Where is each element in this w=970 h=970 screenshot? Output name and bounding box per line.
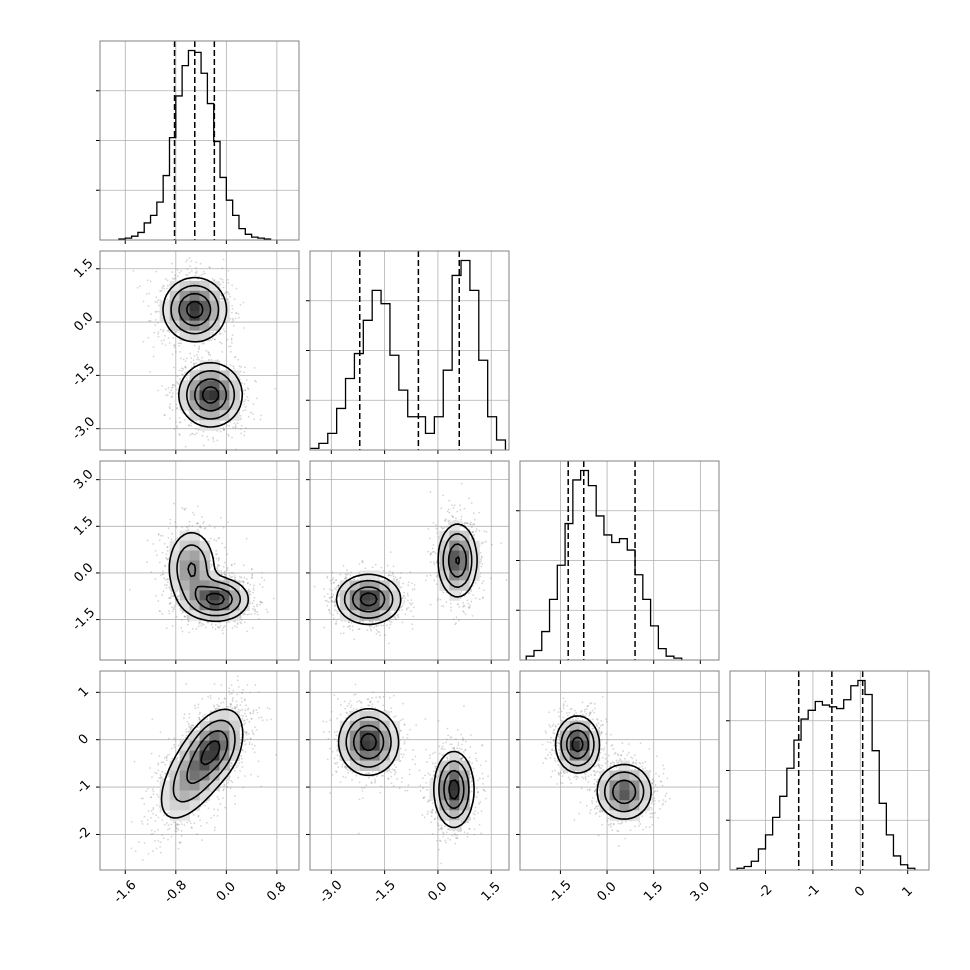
x-tick-label: 1.5 <box>479 879 504 904</box>
panel-frame <box>519 460 720 661</box>
x-tick-label: -0.8 <box>162 878 191 907</box>
panel-frame <box>309 670 510 871</box>
panel-3-0: -2 -1 0 1 -1.6 -0.8 0.0 0.8 <box>74 670 300 907</box>
panel-frame <box>99 40 300 241</box>
y-tick-label: -1 <box>74 777 94 797</box>
panel-1-1 <box>306 250 510 454</box>
panel-frame <box>309 460 510 661</box>
contour-level-3 <box>186 300 220 404</box>
x-tick-label: 3.0 <box>688 879 713 904</box>
panel-frame <box>729 670 930 871</box>
x-tick-label: 0.0 <box>594 879 619 904</box>
contour-level-3 <box>205 592 225 606</box>
x-tick-label: 0.0 <box>425 879 450 904</box>
histogram-2 <box>525 469 683 660</box>
panel-2-2 <box>516 460 720 664</box>
panel-1-0: -3.0 -1.5 0.0 1.5 <box>70 250 300 454</box>
contour-level-1 <box>560 722 645 813</box>
panel-2-0: -1.5 0.0 1.5 3.0 <box>70 460 300 664</box>
contour-level-2 <box>565 729 637 805</box>
density-fill <box>159 710 240 821</box>
y-tick-label: 1.5 <box>71 256 96 281</box>
x-tick-label: -1.6 <box>111 878 140 907</box>
y-tick-label: -2 <box>74 825 94 845</box>
contour-level-1 <box>176 544 242 617</box>
y-tick-label: 0.0 <box>71 309 96 334</box>
x-tick-label: -1.5 <box>546 878 575 907</box>
contour-level-1 <box>345 716 470 819</box>
x-tick-label: -1 <box>803 882 823 902</box>
contour-level-3 <box>359 556 460 607</box>
contour-level-1 <box>170 284 236 420</box>
contour-level-1 <box>172 719 236 803</box>
contour-level-2 <box>352 724 465 809</box>
x-tick-label: 0.0 <box>214 879 239 904</box>
contour-level-0 <box>337 708 475 829</box>
x-tick-label: -1.5 <box>370 878 399 907</box>
y-tick-label: -1.5 <box>70 605 99 634</box>
x-tick-label: 0.8 <box>264 879 289 904</box>
contour-level-0 <box>160 708 244 819</box>
contour-level-3 <box>200 740 221 766</box>
contour-level-1 <box>343 533 473 619</box>
x-tick-label: -2 <box>756 882 776 902</box>
y-tick-label: -3.0 <box>70 414 99 443</box>
contour-level-2 <box>178 292 228 412</box>
x-tick-label: 0 <box>852 884 868 900</box>
panel-3-2: -1.5 0.0 1.5 3.0 <box>516 670 720 907</box>
x-tick-label: 1 <box>899 884 915 900</box>
contour-level-2 <box>351 543 467 613</box>
panel-0-0 <box>96 40 300 244</box>
panel-frame <box>99 460 300 661</box>
panel-frame <box>99 250 300 451</box>
panel-frame <box>99 670 300 871</box>
contour-level-3 <box>571 736 584 753</box>
contour-level-0 <box>554 715 652 820</box>
y-tick-label: 1.5 <box>71 514 96 539</box>
y-tick-label: 0.0 <box>71 560 96 585</box>
histogram-3 <box>730 679 916 870</box>
contour-level-2 <box>186 730 229 784</box>
y-tick-label: 0 <box>76 731 92 747</box>
panel-2-1 <box>306 460 510 664</box>
panel-frame <box>519 670 720 871</box>
x-tick-label: -3.0 <box>317 878 346 907</box>
panel-3-1: -3.0 -1.5 0.0 1.5 <box>306 670 510 907</box>
panel-3-3: -2 -1 0 1 <box>726 670 930 902</box>
contour-level-0 <box>335 523 478 626</box>
histogram-1 <box>310 259 507 450</box>
density-fill <box>559 720 650 821</box>
contour-level-0 <box>168 531 250 623</box>
y-tick-label: 3.0 <box>71 467 96 492</box>
contour-level-2 <box>187 562 233 611</box>
contour-level-3 <box>360 733 460 800</box>
density-fill <box>339 520 480 621</box>
y-tick-label: -1.5 <box>70 361 99 390</box>
x-tick-label: 1.5 <box>641 879 666 904</box>
panel-frame <box>309 250 510 451</box>
y-tick-label: 1 <box>76 684 92 700</box>
contour-level-0 <box>162 276 243 428</box>
